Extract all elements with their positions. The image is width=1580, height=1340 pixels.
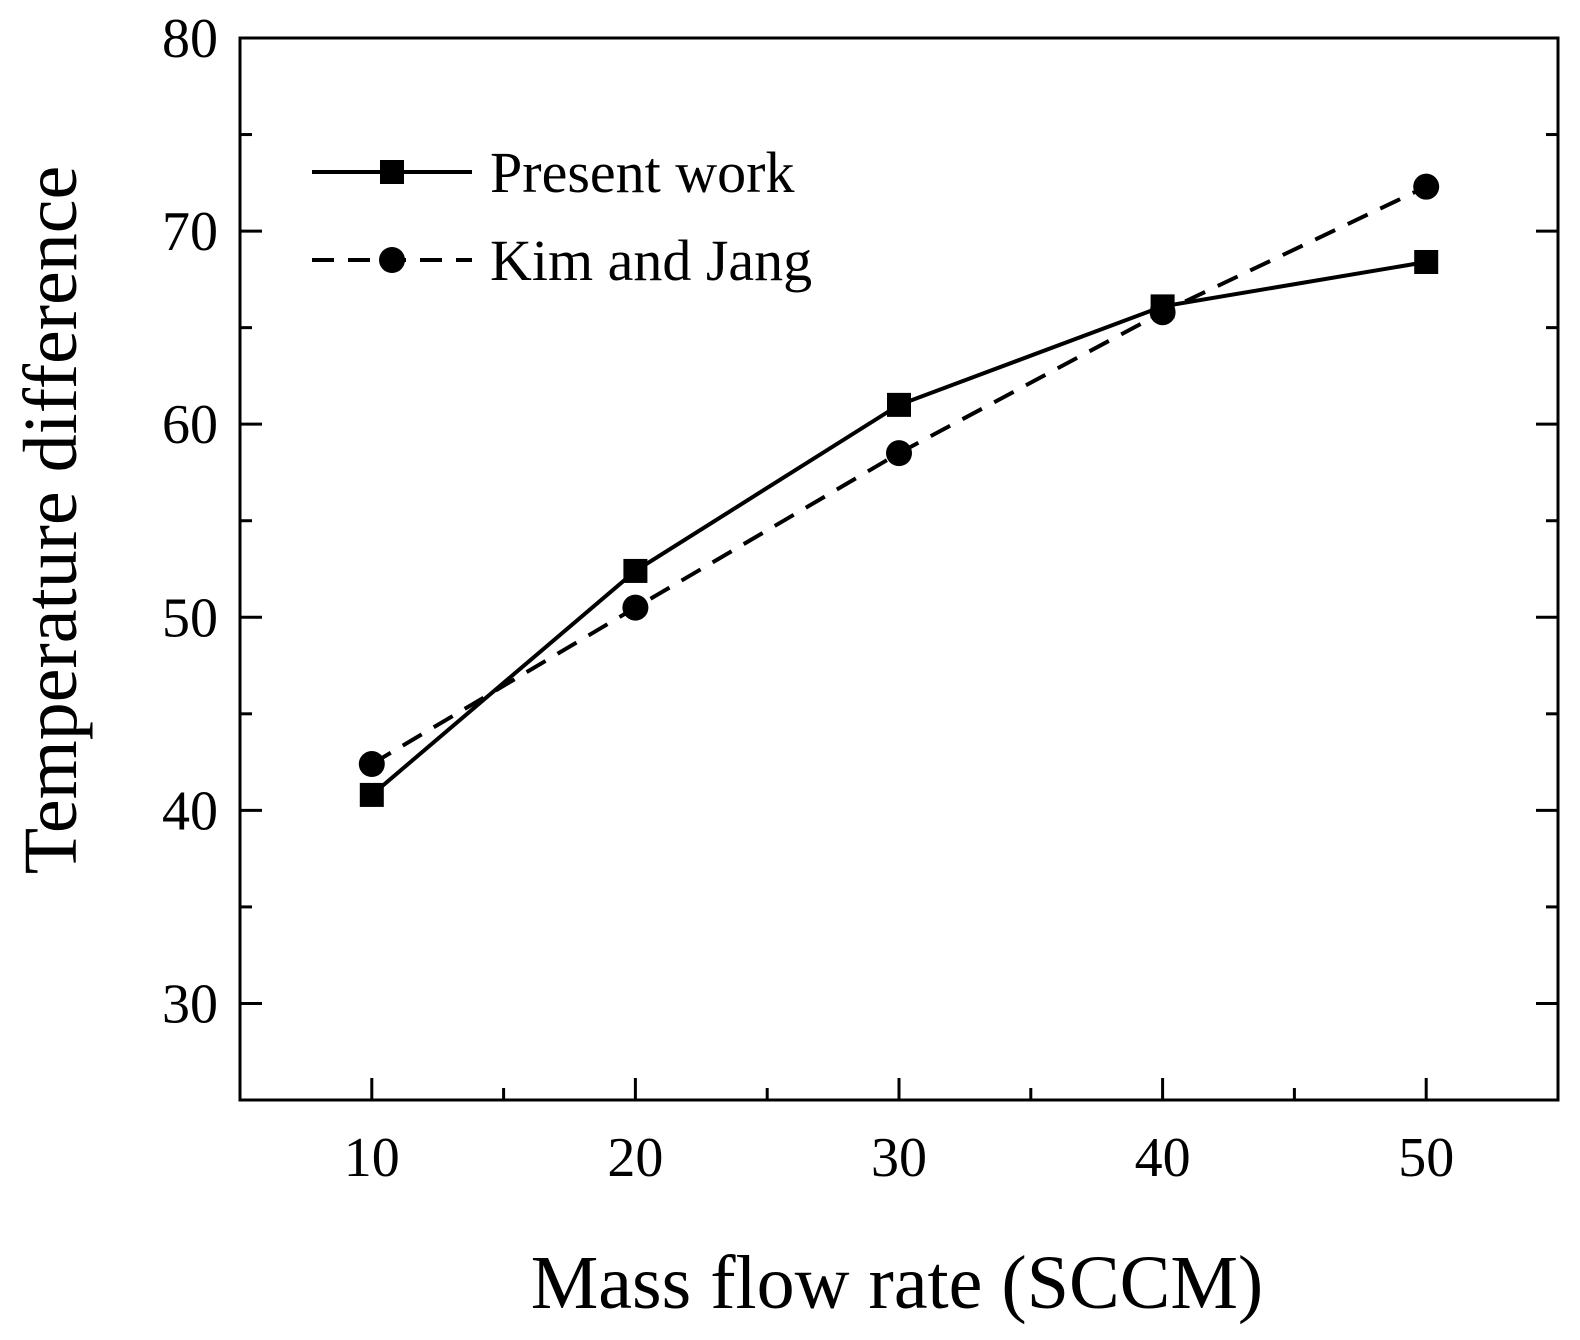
data-point-circle: [886, 440, 912, 467]
legend-label: Kim and Jang: [490, 228, 812, 293]
data-point-circle: [1413, 173, 1440, 200]
legend-marker-square: [380, 160, 404, 184]
data-point-square: [887, 392, 911, 417]
x-axis-ticks: 10 20 30 40 50: [238, 1078, 1560, 1189]
x-tick-label: 40: [1135, 1127, 1191, 1189]
y-axis-ticks: 30 40 50 60 70 80: [162, 8, 1558, 1102]
y-tick-label: 30: [162, 973, 218, 1035]
x-tick-label: 20: [607, 1127, 663, 1189]
data-point-circle: [622, 594, 649, 621]
y-tick-label: 50: [162, 587, 218, 649]
data-point-circle: [1149, 299, 1176, 326]
data-point-circle: [358, 751, 385, 778]
y-tick-label: 70: [162, 201, 218, 263]
y-tick-label: 80: [162, 8, 218, 70]
legend: Present work Kim and Jang: [312, 140, 812, 293]
legend-marker-circle: [379, 247, 405, 273]
x-tick-label: 50: [1398, 1127, 1454, 1189]
series-layer: [358, 173, 1440, 807]
data-point-square: [359, 782, 384, 807]
data-point-square: [1414, 249, 1439, 274]
series-kim-and-jang: [358, 173, 1440, 778]
legend-label: Present work: [490, 140, 794, 205]
y-tick-label: 40: [162, 780, 218, 842]
y-axis-title: Temperature difference: [9, 166, 93, 875]
data-point-square: [623, 558, 648, 583]
x-axis-title: Mass flow rate (SCCM): [531, 1241, 1264, 1325]
y-tick-label: 60: [162, 394, 218, 456]
x-tick-label: 30: [871, 1127, 927, 1189]
x-tick-label: 10: [344, 1127, 400, 1189]
